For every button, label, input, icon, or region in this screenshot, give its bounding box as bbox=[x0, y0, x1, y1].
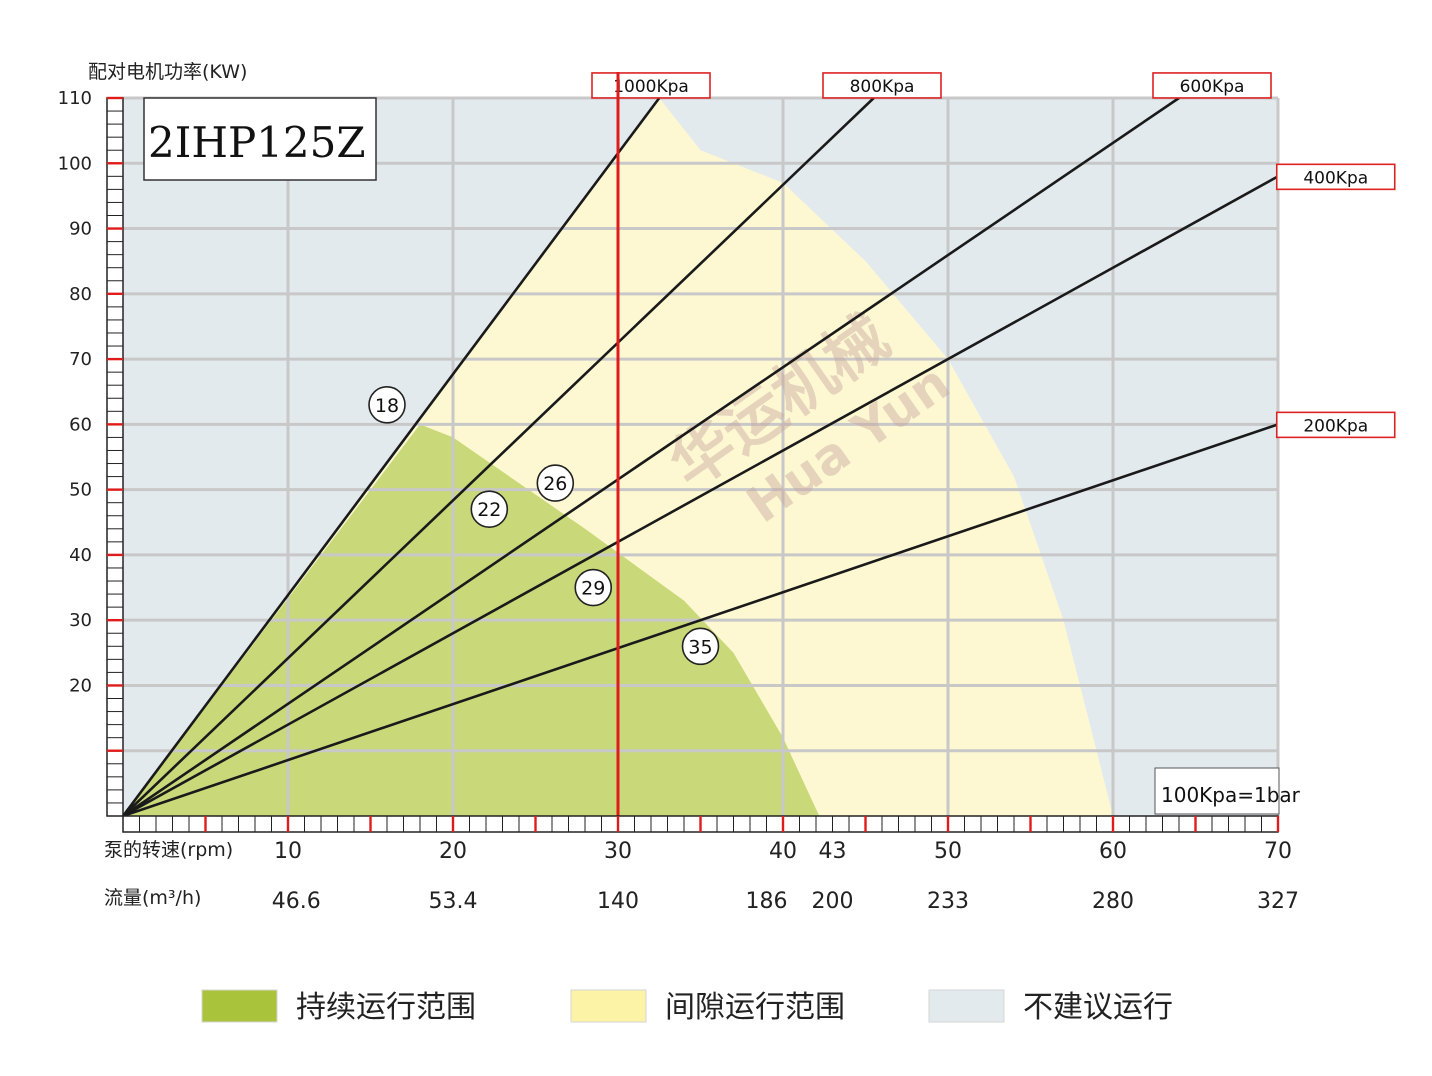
marker-label-26: 26 bbox=[543, 473, 567, 495]
x-tick-label: 20 bbox=[439, 839, 467, 864]
legend-label-1: 间隙运行范围 bbox=[665, 990, 845, 1025]
flow-tick-label: 280 bbox=[1092, 889, 1134, 914]
series-label-box-3 bbox=[1275, 163, 1396, 191]
flow-axis-label: 流量(m³/h) bbox=[104, 887, 201, 909]
flow-tick-label: 186 bbox=[746, 889, 788, 914]
unit-note: 100Kpa=1bar bbox=[1161, 783, 1301, 807]
legend-swatch-0 bbox=[201, 989, 278, 1023]
flow-tick-label: 327 bbox=[1257, 889, 1299, 914]
series-label-4: 200Kpa bbox=[1303, 416, 1368, 436]
y-tick-label: 90 bbox=[69, 219, 92, 240]
y-tick-label: 40 bbox=[69, 545, 92, 566]
series-label-box-2 bbox=[1152, 72, 1272, 99]
y-tick-label: 100 bbox=[58, 153, 92, 174]
marker-label-18: 18 bbox=[375, 395, 399, 417]
legend-swatch-2 bbox=[928, 989, 1005, 1023]
marker-circle-18 bbox=[368, 385, 406, 424]
y-tick-label: 110 bbox=[58, 88, 92, 109]
series-line-3 bbox=[122, 175, 1279, 818]
series-label-0: 1000Kpa bbox=[613, 77, 689, 97]
x-tick-label: 43 bbox=[819, 839, 847, 864]
marker-label-29: 29 bbox=[581, 578, 605, 600]
series-label-3: 400Kpa bbox=[1303, 168, 1368, 188]
y-tick-label: 70 bbox=[69, 349, 92, 370]
x-tick-label: 40 bbox=[769, 839, 797, 864]
series-line-0 bbox=[121, 97, 661, 817]
legend-label-0: 持续运行范围 bbox=[296, 990, 476, 1025]
flow-tick-label: 200 bbox=[812, 889, 854, 914]
marker-label-22: 22 bbox=[477, 499, 501, 521]
series-label-box-1 bbox=[822, 72, 942, 99]
note-box bbox=[1154, 767, 1280, 815]
marker-label-35: 35 bbox=[688, 636, 712, 658]
series-label-2: 600Kpa bbox=[1180, 77, 1245, 97]
flow-tick-label: 46.6 bbox=[272, 889, 321, 914]
y-tick-label: 60 bbox=[69, 414, 92, 435]
flow-tick-label: 233 bbox=[927, 889, 969, 914]
marker-circle-26 bbox=[536, 464, 575, 502]
flow-tick-label: 140 bbox=[597, 889, 639, 914]
series-line-2 bbox=[122, 96, 1180, 818]
series-label-box-4 bbox=[1275, 411, 1396, 439]
y-tick-label: 30 bbox=[69, 610, 92, 631]
y-tick-label: 50 bbox=[69, 480, 92, 501]
model-box bbox=[143, 97, 377, 181]
model-title: 2IHP125Z bbox=[148, 118, 366, 167]
x-axis-label: 泵的转速(rpm) bbox=[104, 839, 233, 861]
series-label-box-0 bbox=[591, 72, 711, 99]
x-tick-label: 10 bbox=[274, 839, 302, 864]
y-tick-label: 20 bbox=[69, 675, 92, 696]
legend: 持续运行范围 间隙运行范围 不建议运行 bbox=[201, 989, 1173, 1025]
y-axis-label: 配对电机功率(KW) bbox=[88, 61, 247, 83]
x-tick-label: 60 bbox=[1099, 839, 1127, 864]
markers: 18 22 26 29 35 bbox=[368, 385, 720, 666]
y-axis-ladder bbox=[106, 97, 124, 817]
marker-circle-35 bbox=[681, 627, 720, 666]
flow-tick-label: 53.4 bbox=[429, 889, 478, 914]
series-line-1 bbox=[122, 97, 875, 817]
legend-label-2: 不建议运行 bbox=[1023, 990, 1173, 1025]
series-label-1: 800Kpa bbox=[850, 77, 915, 97]
x-tick-label: 50 bbox=[934, 839, 962, 864]
y-tick-label: 80 bbox=[69, 284, 92, 305]
pressure-lines: 1000Kpa 800Kpa 600Kpa 400Kpa 200Kpa bbox=[121, 72, 1396, 818]
legend-swatch-1 bbox=[570, 989, 647, 1023]
axes: 20 30 40 50 60 70 80 90 100 110 10 20 30 40 43 50 60 70 46… bbox=[58, 88, 1299, 914]
series-line-4 bbox=[122, 423, 1279, 818]
x-tick-label: 70 bbox=[1264, 839, 1292, 864]
marker-circle-29 bbox=[574, 568, 613, 607]
x-tick-label: 30 bbox=[604, 839, 632, 864]
marker-circle-22 bbox=[470, 490, 509, 529]
